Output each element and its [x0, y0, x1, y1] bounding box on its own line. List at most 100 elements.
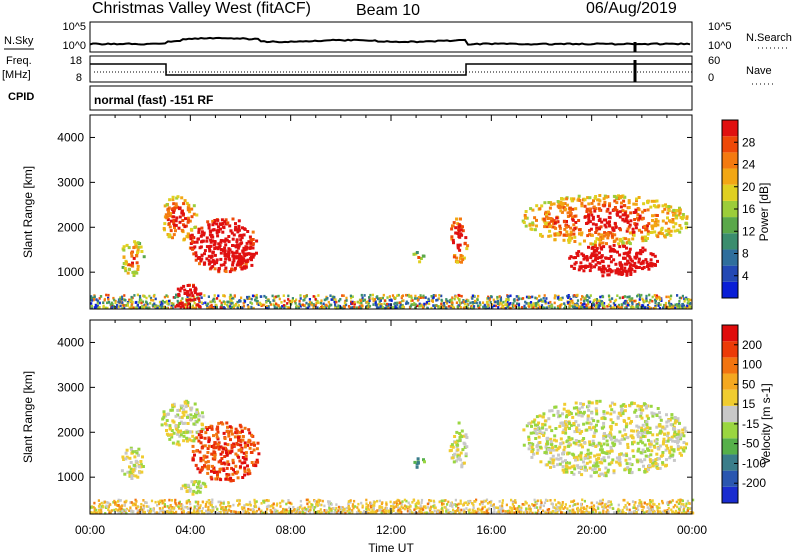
range-gate-cell [678, 224, 682, 227]
range-gate-cell [248, 295, 251, 299]
range-gate-cell [568, 211, 572, 215]
range-gate-cell [571, 301, 574, 305]
range-gate-cell [416, 304, 419, 308]
range-gate-cell [284, 508, 287, 511]
range-gate-cell [551, 225, 555, 229]
range-gate-cell [625, 305, 628, 308]
range-gate-cell [643, 224, 647, 228]
range-gate-cell [638, 216, 642, 220]
range-gate-cell [236, 470, 240, 474]
range-gate-cell [206, 471, 210, 475]
range-gate-cell [248, 235, 252, 239]
range-gate-cell [363, 294, 366, 297]
range-gate-cell [593, 471, 597, 474]
range-gate-cell [192, 415, 196, 418]
range-gate-cell [91, 512, 94, 515]
range-gate-cell [142, 306, 145, 310]
range-gate-cell [177, 207, 181, 211]
range-gate-cell [338, 507, 341, 511]
range-gate-cell [103, 500, 107, 504]
range-gate-cell [399, 303, 402, 306]
range-gate-cell [605, 510, 608, 514]
range-gate-cell [613, 249, 617, 253]
range-gate-cell [677, 213, 681, 217]
range-gate-cell [666, 229, 670, 233]
range-gate-cell [93, 298, 96, 301]
range-gate-cell [440, 298, 443, 302]
range-gate-cell [658, 411, 661, 415]
range-gate-cell [507, 511, 510, 515]
range-gate-cell [466, 304, 469, 308]
range-gate-cell [252, 463, 255, 467]
range-gate-cell [200, 422, 204, 426]
range-gate-cell [600, 220, 604, 224]
range-gate-cell [170, 511, 173, 515]
range-gate-cell [640, 426, 644, 430]
range-gate-cell [656, 219, 660, 223]
range-gate-cell [223, 220, 227, 224]
range-gate-cell [647, 510, 650, 513]
range-gate-cell [231, 305, 234, 309]
range-gate-cell [198, 506, 201, 510]
freq-unit-label: [MHz] [2, 69, 31, 81]
range-gate-cell [601, 301, 604, 305]
range-gate-cell [240, 236, 244, 240]
range-gate-cell [243, 252, 247, 256]
range-gate-cell [460, 294, 463, 298]
range-gate-cell [213, 219, 217, 222]
range-gate-cell [212, 446, 216, 450]
range-gate-cell [272, 502, 275, 506]
range-gate-cell [227, 257, 231, 261]
range-gate-cell [291, 297, 294, 300]
range-gate-cell [475, 301, 478, 305]
range-gate-cell [593, 209, 597, 213]
range-gate-cell [525, 302, 528, 305]
range-gate-cell [556, 505, 559, 509]
range-gate-cell [593, 507, 596, 511]
range-gate-cell [199, 486, 203, 490]
range-gate-cell [452, 510, 455, 513]
range-gate-cell [215, 432, 219, 436]
range-gate-cell [638, 499, 641, 502]
range-gate-cell [670, 508, 673, 512]
range-gate-cell [593, 248, 597, 252]
range-gate-cell [194, 412, 197, 416]
range-gate-cell [231, 479, 235, 482]
range-gate-cell [592, 299, 596, 303]
range-gate-cell [529, 227, 533, 231]
range-gate-cell [664, 229, 668, 233]
range-gate-cell [473, 301, 476, 304]
range-gate-cell [508, 303, 511, 306]
range-gate-cell [212, 453, 215, 457]
range-gate-cell [192, 483, 196, 487]
range-gate-cell [622, 199, 626, 203]
range-gate-cell [446, 511, 449, 515]
range-gate-cell [596, 261, 600, 264]
range-gate-cell [128, 470, 132, 474]
range-gate-cell [530, 306, 533, 309]
range-gate-cell [577, 250, 581, 254]
range-gate-cell [224, 477, 228, 481]
range-gate-cell [316, 504, 320, 507]
range-gate-cell [249, 442, 253, 446]
range-gate-cell [196, 504, 199, 508]
range-gate-cell [566, 509, 569, 513]
range-gate-cell [594, 509, 597, 512]
range-gate-cell [328, 505, 331, 508]
range-gate-cell [609, 260, 613, 264]
range-gate-cell [118, 300, 121, 304]
range-gate-cell [471, 297, 474, 300]
range-gate-cell [328, 500, 331, 504]
range-gate-cell [284, 304, 287, 307]
range-gate-cell [128, 456, 132, 460]
range-gate-cell [243, 506, 246, 510]
range-gate-cell [531, 295, 534, 299]
range-gate-cell [689, 298, 692, 302]
range-gate-cell [553, 238, 557, 242]
range-gate-cell [238, 259, 242, 263]
range-gate-cell [182, 431, 186, 434]
range-gate-cell [437, 297, 440, 300]
range-gate-cell [656, 510, 660, 513]
range-gate-cell [571, 500, 574, 503]
range-gate-cell [93, 295, 96, 298]
